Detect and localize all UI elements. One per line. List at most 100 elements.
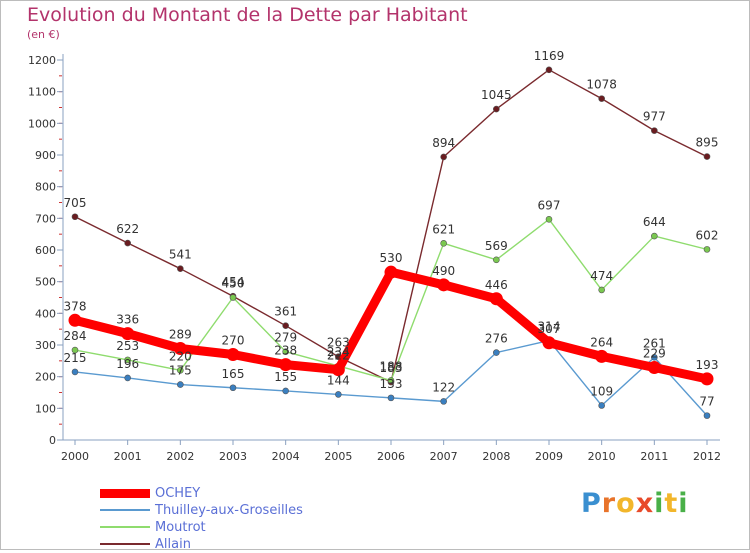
data-label-thuilley-aux-groseilles: 144: [327, 373, 350, 387]
data-label-allain: 1169: [534, 49, 565, 63]
data-label-ochey: 490: [432, 264, 455, 278]
data-label-thuilley-aux-groseilles: 109: [590, 384, 613, 398]
data-point-thuilley-aux-groseilles: [387, 394, 395, 402]
data-label-thuilley-aux-groseilles: 215: [64, 351, 87, 365]
data-label-moutrot: 220: [169, 349, 192, 363]
data-label-thuilley-aux-groseilles: 133: [380, 377, 403, 391]
data-label-thuilley-aux-groseilles: 77: [699, 395, 714, 409]
data-label-allain: 705: [64, 196, 87, 210]
x-tick-label: 2006: [377, 450, 405, 463]
data-point-moutrot: [598, 286, 605, 294]
y-tick-label: 600: [35, 244, 56, 257]
data-label-allain: 454: [222, 275, 245, 289]
x-tick-label: 2008: [482, 450, 510, 463]
data-point-ochey: [700, 372, 714, 386]
y-tick-label: 0: [49, 434, 56, 447]
y-tick-label: 800: [35, 181, 56, 194]
data-point-moutrot: [493, 256, 500, 264]
data-label-ochey: 270: [222, 334, 245, 348]
logo-letter: i: [678, 488, 689, 519]
data-label-allain: 894: [432, 136, 455, 150]
data-label-allain: 895: [696, 136, 719, 150]
logo-letter: r: [601, 488, 617, 519]
data-point-ochey: [542, 336, 556, 350]
x-tick-label: 2007: [430, 450, 458, 463]
data-point-moutrot: [387, 377, 395, 384]
unit-label: (en €): [27, 28, 60, 41]
data-label-ochey: 307: [538, 322, 561, 336]
y-tick-label: 300: [35, 339, 56, 352]
data-label-moutrot: 621: [432, 222, 455, 236]
data-label-ochey: 530: [380, 251, 403, 265]
data-point-allain: [282, 322, 289, 329]
data-point-thuilley-aux-groseilles: [651, 354, 658, 361]
axes: 0 100 200 300 400 500 600 700 800 900 1000 1100 1200…: [28, 54, 721, 463]
logo-letter: P: [581, 488, 602, 519]
data-point-ochey: [331, 363, 345, 377]
data-label-allain: 183: [380, 361, 403, 375]
data-label-moutrot: 279: [274, 331, 297, 345]
data-label-moutrot: 284: [64, 329, 87, 343]
y-tick-label: 1100: [28, 86, 56, 99]
x-tick-label: 2005: [324, 450, 352, 463]
y-tick-label: 1200: [28, 54, 56, 67]
data-label-ochey: 238: [274, 344, 297, 358]
data-point-moutrot: [177, 367, 184, 374]
logo-letter: x: [635, 488, 655, 519]
x-tick-label: 2000: [61, 450, 89, 463]
y-tick-label: 100: [35, 402, 56, 415]
data-point-ochey: [279, 358, 293, 372]
data-point-thuilley-aux-groseilles: [335, 391, 342, 398]
data-point-moutrot: [703, 246, 711, 253]
legend-swatch-allain: [100, 543, 150, 545]
data-label-moutrot: 569: [485, 239, 508, 253]
logo-letter: o: [616, 488, 636, 519]
data-point-thuilley-aux-groseilles: [71, 368, 79, 376]
data-point-ochey: [595, 349, 609, 363]
y-tick-label: 200: [35, 371, 56, 384]
data-point-thuilley-aux-groseilles: [703, 412, 711, 419]
data-label-thuilley-aux-groseilles: 314: [538, 320, 561, 334]
data-point-moutrot: [545, 215, 553, 223]
data-point-thuilley-aux-groseilles: [598, 402, 605, 409]
data-label-thuilley-aux-groseilles: 122: [432, 380, 455, 394]
data-point-moutrot: [229, 294, 237, 301]
data-point-moutrot: [651, 232, 658, 240]
data-point-allain: [440, 153, 447, 161]
data-label-allain: 1045: [481, 88, 512, 102]
legend-label-allain: Allain: [155, 537, 191, 552]
data-point-thuilley-aux-groseilles: [493, 349, 500, 356]
x-tick-label: 2002: [166, 450, 194, 463]
x-tick-label: 2009: [535, 450, 563, 463]
data-point-ochey: [68, 313, 82, 327]
legend-label-ochey: OCHEY: [155, 486, 201, 501]
x-tick-label: 2003: [219, 450, 247, 463]
data-point-ochey: [226, 348, 240, 361]
data-point-moutrot: [124, 356, 131, 364]
data-label-ochey: 289: [169, 327, 192, 341]
data-point-thuilley-aux-groseilles: [282, 387, 289, 395]
data-label-moutrot: 188: [380, 359, 403, 373]
data-label-allain: 263: [327, 336, 350, 350]
data-label-moutrot: 697: [538, 198, 561, 212]
x-tick-label: 2012: [693, 450, 721, 463]
data-label-thuilley-aux-groseilles: 155: [274, 370, 297, 384]
data-label-allain: 1078: [586, 78, 617, 92]
data-point-allain: [177, 265, 184, 272]
data-point-thuilley-aux-groseilles: [229, 384, 237, 392]
data-label-thuilley-aux-groseilles: 175: [169, 364, 192, 378]
proxiti-logo: Proxiti: [581, 488, 689, 519]
data-label-allain: 622: [116, 222, 139, 236]
data-point-allain: [545, 66, 553, 74]
data-point-ochey: [489, 292, 503, 306]
data-label-ochey: 222: [327, 349, 350, 363]
series-layer: [68, 66, 714, 419]
data-point-allain: [71, 213, 79, 221]
data-label-allain: 541: [169, 248, 192, 262]
data-point-ochey: [121, 327, 135, 341]
data-label-ochey: 264: [590, 335, 613, 349]
data-label-moutrot: 450: [222, 277, 245, 291]
data-point-moutrot: [71, 346, 79, 354]
